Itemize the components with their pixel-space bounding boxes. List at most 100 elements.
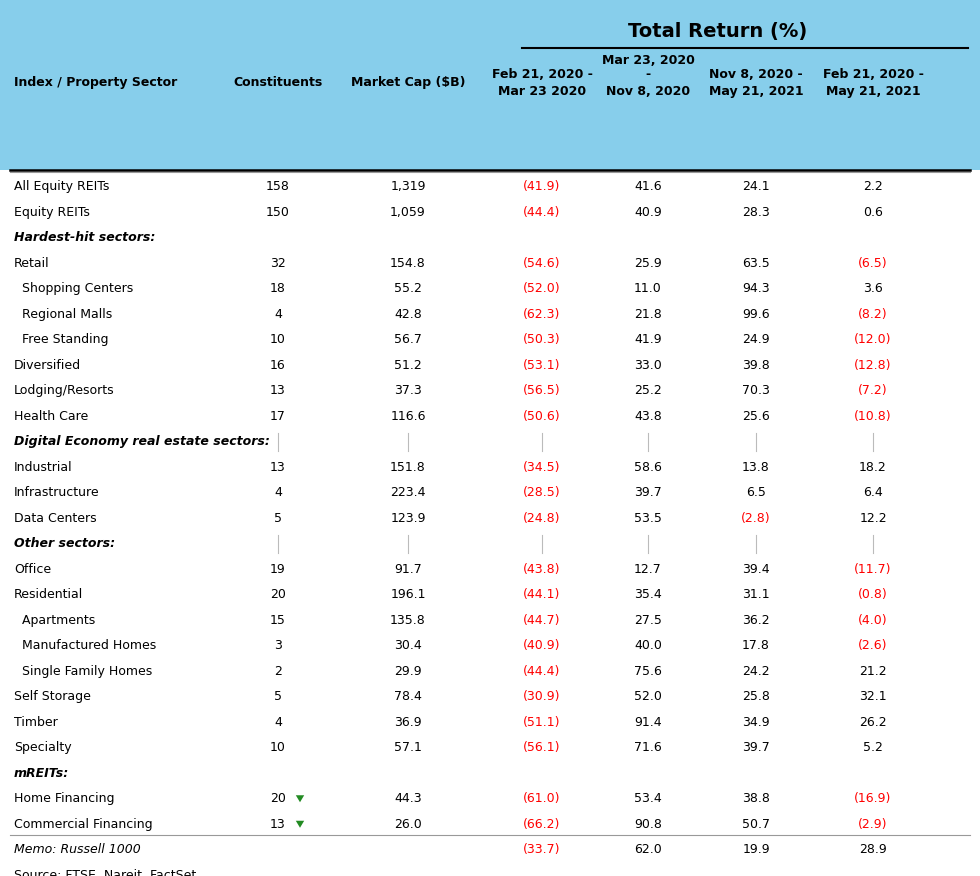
Text: 53.4: 53.4 xyxy=(634,792,662,805)
Text: Free Standing: Free Standing xyxy=(14,333,109,346)
Text: 20: 20 xyxy=(270,792,286,805)
Text: 12.2: 12.2 xyxy=(859,512,887,525)
Text: 62.0: 62.0 xyxy=(634,844,662,856)
Text: 10: 10 xyxy=(270,741,286,754)
Text: 116.6: 116.6 xyxy=(390,410,425,423)
Text: 123.9: 123.9 xyxy=(390,512,425,525)
Text: 25.9: 25.9 xyxy=(634,257,662,270)
Text: (8.2): (8.2) xyxy=(858,307,888,321)
Text: 37.3: 37.3 xyxy=(394,385,421,397)
Text: (56.5): (56.5) xyxy=(523,385,561,397)
Text: (28.5): (28.5) xyxy=(523,486,561,499)
Text: 5.2: 5.2 xyxy=(863,741,883,754)
Text: 33.0: 33.0 xyxy=(634,359,662,371)
Text: 150: 150 xyxy=(266,206,290,219)
Text: 10: 10 xyxy=(270,333,286,346)
Text: 39.7: 39.7 xyxy=(634,486,662,499)
Text: 4: 4 xyxy=(274,486,282,499)
Text: 6.5: 6.5 xyxy=(746,486,766,499)
Text: Timber: Timber xyxy=(14,716,58,729)
Text: (44.1): (44.1) xyxy=(523,589,561,601)
Text: (10.8): (10.8) xyxy=(855,410,892,423)
Text: (50.3): (50.3) xyxy=(523,333,561,346)
Text: 151.8: 151.8 xyxy=(390,461,426,474)
Text: 91.4: 91.4 xyxy=(634,716,662,729)
Text: 223.4: 223.4 xyxy=(390,486,425,499)
Text: Feb 21, 2020 -
May 21, 2021: Feb 21, 2020 - May 21, 2021 xyxy=(822,68,923,98)
Text: 1,319: 1,319 xyxy=(390,180,425,194)
Text: 28.9: 28.9 xyxy=(859,844,887,856)
Text: Specialty: Specialty xyxy=(14,741,72,754)
Text: (7.2): (7.2) xyxy=(858,385,888,397)
Text: 71.6: 71.6 xyxy=(634,741,662,754)
Text: Shopping Centers: Shopping Centers xyxy=(14,282,133,295)
Polygon shape xyxy=(296,795,304,802)
Text: 90.8: 90.8 xyxy=(634,818,662,830)
Text: 56.7: 56.7 xyxy=(394,333,422,346)
Text: (44.4): (44.4) xyxy=(523,665,561,678)
Text: Apartments: Apartments xyxy=(14,614,95,626)
Text: Source: FTSE, Nareit, FactSet.: Source: FTSE, Nareit, FactSet. xyxy=(14,869,200,876)
Text: 158: 158 xyxy=(266,180,290,194)
Text: 41.6: 41.6 xyxy=(634,180,662,194)
Text: 35.4: 35.4 xyxy=(634,589,662,601)
Text: 29.9: 29.9 xyxy=(394,665,421,678)
Bar xyxy=(0,0,980,170)
Text: 13.8: 13.8 xyxy=(742,461,770,474)
Text: 0.6: 0.6 xyxy=(863,206,883,219)
Text: (44.4): (44.4) xyxy=(523,206,561,219)
Text: (66.2): (66.2) xyxy=(523,818,561,830)
Text: (40.9): (40.9) xyxy=(523,639,561,653)
Text: 94.3: 94.3 xyxy=(742,282,770,295)
Text: 31.1: 31.1 xyxy=(742,589,770,601)
Text: 20: 20 xyxy=(270,589,286,601)
Text: Nov 8, 2020 -
May 21, 2021: Nov 8, 2020 - May 21, 2021 xyxy=(709,68,804,98)
Text: 26.2: 26.2 xyxy=(859,716,887,729)
Text: (52.0): (52.0) xyxy=(523,282,561,295)
Text: 36.9: 36.9 xyxy=(394,716,421,729)
Text: Mar 23, 2020: Mar 23, 2020 xyxy=(602,54,695,67)
Text: 18.2: 18.2 xyxy=(859,461,887,474)
Text: Constituents: Constituents xyxy=(233,76,322,89)
Text: Infrastructure: Infrastructure xyxy=(14,486,100,499)
Text: 91.7: 91.7 xyxy=(394,562,421,576)
Text: 36.2: 36.2 xyxy=(742,614,770,626)
Text: Equity REITs: Equity REITs xyxy=(14,206,90,219)
Text: 78.4: 78.4 xyxy=(394,690,422,703)
Text: 19.9: 19.9 xyxy=(742,844,770,856)
Text: Hardest-hit sectors:: Hardest-hit sectors: xyxy=(14,231,156,244)
Text: (43.8): (43.8) xyxy=(523,562,561,576)
Text: 53.5: 53.5 xyxy=(634,512,662,525)
Text: 15: 15 xyxy=(270,614,286,626)
Text: 135.8: 135.8 xyxy=(390,614,426,626)
Text: Manufactured Homes: Manufactured Homes xyxy=(14,639,156,653)
Text: Data Centers: Data Centers xyxy=(14,512,97,525)
Text: 2: 2 xyxy=(274,665,282,678)
Text: 4: 4 xyxy=(274,307,282,321)
Text: Office: Office xyxy=(14,562,51,576)
Text: 40.9: 40.9 xyxy=(634,206,662,219)
Text: 52.0: 52.0 xyxy=(634,690,662,703)
Text: (33.7): (33.7) xyxy=(523,844,561,856)
Text: Digital Economy real estate sectors:: Digital Economy real estate sectors: xyxy=(14,435,270,449)
Text: 17: 17 xyxy=(270,410,286,423)
Text: (24.8): (24.8) xyxy=(523,512,561,525)
Text: Residential: Residential xyxy=(14,589,83,601)
Text: mREITs:: mREITs: xyxy=(14,766,70,780)
Text: (44.7): (44.7) xyxy=(523,614,561,626)
Text: 70.3: 70.3 xyxy=(742,385,770,397)
Text: 25.2: 25.2 xyxy=(634,385,662,397)
Text: Index / Property Sector: Index / Property Sector xyxy=(14,76,177,89)
Text: Market Cap ($B): Market Cap ($B) xyxy=(351,76,466,89)
Text: Commercial Financing: Commercial Financing xyxy=(14,818,153,830)
Text: 28.3: 28.3 xyxy=(742,206,770,219)
Text: Retail: Retail xyxy=(14,257,50,270)
Text: Home Financing: Home Financing xyxy=(14,792,115,805)
Text: 11.0: 11.0 xyxy=(634,282,662,295)
Text: (62.3): (62.3) xyxy=(523,307,561,321)
Text: 25.8: 25.8 xyxy=(742,690,770,703)
Text: (50.6): (50.6) xyxy=(523,410,561,423)
Text: 196.1: 196.1 xyxy=(390,589,425,601)
Text: 43.8: 43.8 xyxy=(634,410,662,423)
Text: 154.8: 154.8 xyxy=(390,257,426,270)
